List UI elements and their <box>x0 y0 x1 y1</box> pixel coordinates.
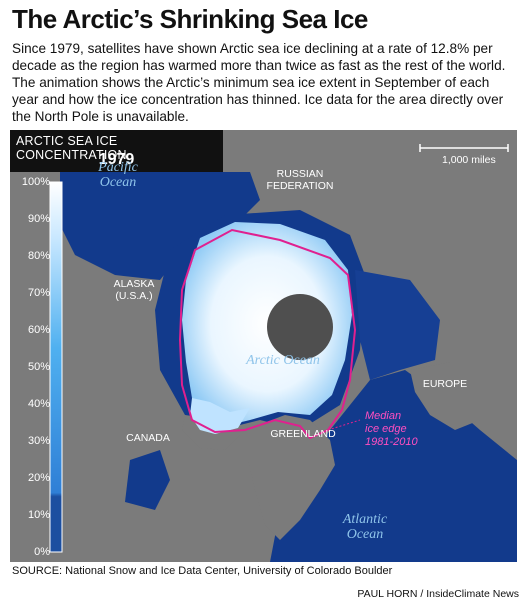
legend-tick: 100% <box>21 176 50 188</box>
scale-bar <box>419 144 509 152</box>
intro-text: Since 1979, satellites have shown Arctic… <box>12 41 506 124</box>
credit-line: PAUL HORN / InsideClimate News <box>357 588 519 600</box>
label-russia: RUSSIAN FEDERATION <box>266 168 334 192</box>
label-europe: EUROPE <box>422 378 468 390</box>
scandinavia-land <box>410 362 480 430</box>
legend-tick: 90% <box>27 213 50 225</box>
map-panel: ARCTIC SEA ICE CONCENTRATION 1979 1,000 … <box>10 130 517 562</box>
greenland-land <box>245 415 335 540</box>
median-label-leader <box>327 419 361 431</box>
map-header: ARCTIC SEA ICE CONCENTRATION 1979 <box>10 130 223 172</box>
label-canada: CANADA <box>126 432 170 444</box>
arctic-map <box>49 144 517 562</box>
legend-tick: 80% <box>27 250 50 262</box>
pacific-ocean-area <box>60 172 260 280</box>
hudson-bay-area <box>125 450 170 510</box>
sea-ice-fringe <box>190 398 250 434</box>
barents-sea-area <box>355 270 440 380</box>
pole-data-gap <box>267 294 333 360</box>
sea-ice-extent <box>182 222 352 426</box>
legend-tick: 20% <box>27 472 50 484</box>
legend-color-bar <box>49 181 63 553</box>
median-ice-edge-label: Median ice edge 1981-2010 <box>365 410 418 449</box>
label-arctic-ocean: Arctic Ocean <box>246 353 320 368</box>
legend-tick: 0% <box>34 546 50 558</box>
source-note: SOURCE: National Snow and Ice Data Cente… <box>12 565 393 577</box>
label-greenland: GREENLAND <box>270 428 336 440</box>
median-label-line-2: ice edge <box>365 423 407 435</box>
label-alaska: ALASKA (U.S.A.) <box>113 278 155 302</box>
legend-tick: 70% <box>27 287 50 299</box>
label-pacific-ocean: Pacific Ocean <box>98 160 138 190</box>
label-atlantic-ocean: Atlantic Ocean <box>342 512 388 542</box>
median-label-line-1: Median <box>365 410 402 422</box>
legend-tick: 50% <box>27 361 50 373</box>
median-ice-edge <box>178 228 357 440</box>
legend-tick: 30% <box>27 435 50 447</box>
map-header-year: 1979 <box>98 151 135 168</box>
page-title: The Arctic’s Shrinking Sea Ice <box>12 4 368 34</box>
map-header-title: ARCTIC SEA ICE CONCENTRATION <box>16 134 127 162</box>
legend-tick: 10% <box>27 509 50 521</box>
legend-tick: 60% <box>27 324 50 336</box>
scale-bar-label: 1,000 miles <box>442 154 496 166</box>
median-label-line-3: 1981-2010 <box>365 436 418 448</box>
legend-tick: 40% <box>27 398 50 410</box>
